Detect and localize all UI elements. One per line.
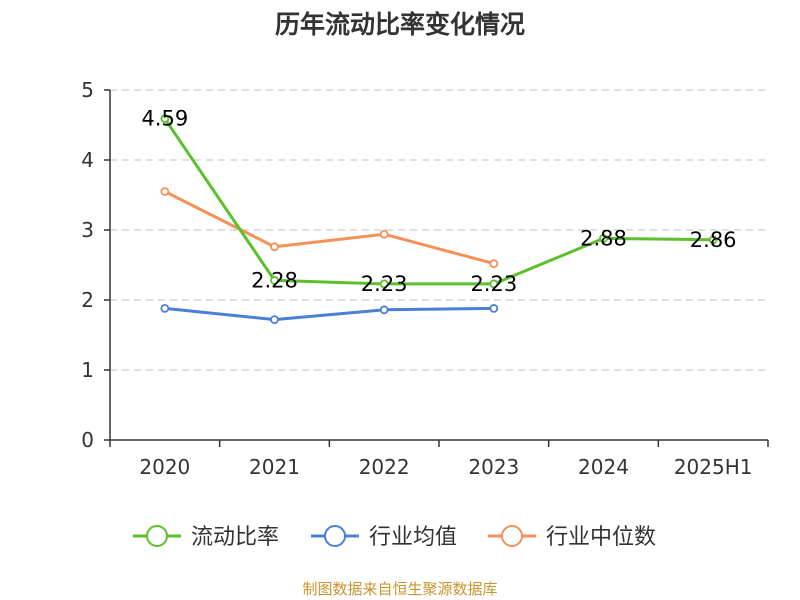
y-tick-label-5: 5 — [81, 78, 94, 102]
data-point[interactable] — [160, 303, 170, 313]
series-line-2 — [164, 306, 494, 322]
y-tick-label-1: 1 — [81, 358, 94, 382]
legend-label: 行业均值 — [369, 525, 457, 550]
data-point[interactable] — [270, 242, 279, 252]
data-point[interactable] — [379, 305, 389, 315]
grid-lines — [110, 89, 768, 371]
series-line-1 — [163, 117, 714, 286]
data-label: 4.59 — [141, 107, 188, 131]
legend-item-2[interactable]: 行业均值 — [311, 525, 457, 550]
data-point[interactable] — [379, 279, 389, 289]
series-3 — [160, 187, 499, 269]
series-line-3 — [164, 190, 495, 266]
data-point[interactable] — [160, 114, 170, 124]
x-tick-label-2025H1: 2025H1 — [674, 455, 753, 479]
legend-marker — [146, 525, 168, 547]
data-labels: 4.59 2.28 2.23 2.23 2.88 2.86 — [141, 107, 736, 296]
y-tick-label-0: 0 — [81, 428, 94, 452]
y-tick-label-3: 3 — [81, 218, 94, 242]
data-label: 2.86 — [690, 228, 737, 252]
y-tick-label-2: 2 — [81, 288, 94, 312]
x-tick-label-2023: 2023 — [468, 455, 519, 479]
series-2 — [160, 303, 499, 325]
chart-title: 历年流动比率变化情况 — [275, 10, 525, 39]
legend-item-1[interactable]: 流动比率 — [133, 525, 279, 550]
y-axis-ticks: 0 1 2 3 4 5 — [81, 78, 94, 452]
legend-label: 行业中位数 — [546, 525, 656, 550]
x-tick-label-2024: 2024 — [578, 455, 629, 479]
axes — [104, 89, 769, 447]
series-group — [160, 114, 718, 325]
legend-marker — [324, 525, 346, 547]
legend-label: 流动比率 — [191, 525, 279, 550]
data-point[interactable] — [599, 233, 608, 243]
data-point[interactable] — [270, 275, 279, 285]
data-point[interactable] — [708, 235, 718, 245]
data-label: 2.23 — [361, 272, 408, 296]
x-tick-label-2022: 2022 — [359, 455, 410, 479]
data-point[interactable] — [489, 303, 499, 313]
data-point[interactable] — [270, 315, 279, 325]
x-axis-ticks: 2020 2021 2022 2023 2024 2025H1 — [139, 455, 752, 479]
data-source: 制图数据来自恒生聚源数据库 — [302, 580, 497, 598]
data-label: 2.23 — [470, 272, 517, 296]
legend[interactable]: 流动比率 行业均值 行业中位数 — [133, 525, 656, 550]
data-point[interactable] — [160, 187, 170, 196]
data-label: 2.28 — [251, 268, 298, 292]
x-tick-label-2020: 2020 — [139, 455, 190, 479]
series-1 — [160, 114, 718, 289]
y-tick-label-4: 4 — [81, 148, 94, 172]
x-tick-label-2021: 2021 — [249, 455, 300, 479]
data-point[interactable] — [489, 279, 499, 289]
data-label: 2.88 — [580, 226, 627, 250]
data-point[interactable] — [379, 229, 389, 239]
legend-item-3[interactable]: 行业中位数 — [488, 525, 656, 550]
legend-marker — [501, 525, 523, 547]
data-point[interactable] — [489, 259, 499, 269]
